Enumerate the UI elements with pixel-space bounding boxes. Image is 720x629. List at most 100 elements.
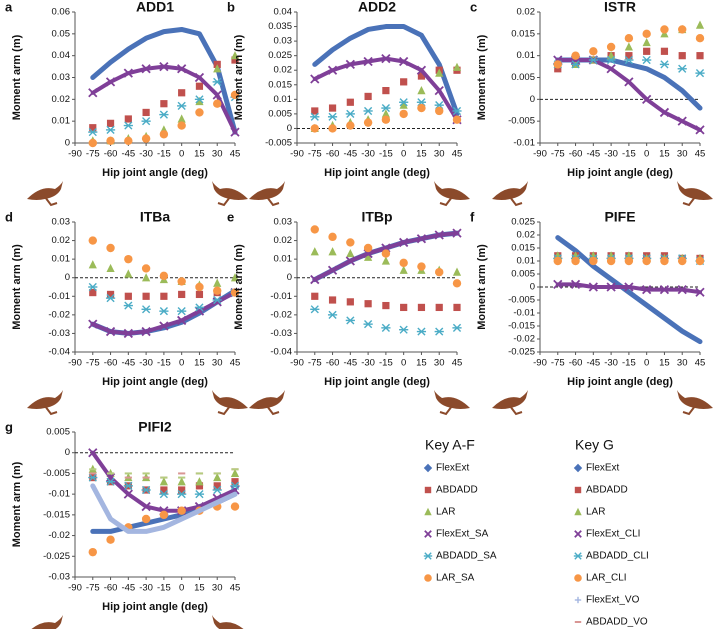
marker-stroke (123, 68, 133, 78)
x-tick-label: -60 (569, 149, 583, 160)
x-tick-label: 0 (179, 358, 184, 369)
marker-shape (124, 254, 133, 264)
data-point (364, 252, 373, 261)
data-point (141, 485, 151, 495)
bird-icon (492, 390, 528, 416)
marker-shape (311, 107, 319, 115)
y-tick-label: 0.035 (268, 21, 292, 32)
y-tick-label: 0.06 (52, 7, 71, 18)
data-point (364, 300, 372, 308)
y-tick-label: 0.05 (52, 28, 71, 39)
x-tick-label: -15 (379, 149, 393, 160)
y-tick-label: -0.01 (48, 291, 70, 302)
x-tick-label: -30 (139, 358, 153, 369)
x-tick-label: -45 (121, 358, 135, 369)
y-axis-label: Moment arm (m) (476, 34, 488, 120)
legend-label: LAR_CLI (586, 573, 627, 584)
data-point (89, 124, 97, 132)
data-point (624, 55, 634, 65)
marker-stroke (177, 315, 187, 326)
data-point (695, 256, 705, 266)
marker-stroke (677, 284, 687, 295)
data-point (346, 298, 354, 306)
x-tick-label: 15 (659, 358, 670, 369)
data-point (160, 486, 168, 494)
data-point (417, 262, 426, 271)
marker-stroke (105, 472, 116, 483)
legend-label: LAR (436, 507, 455, 518)
marker-shape (435, 267, 444, 277)
y-tick-label: -0.005 (43, 468, 70, 479)
marker-shape (423, 463, 433, 473)
data-point (141, 117, 151, 126)
y-tick-label: -0.03 (48, 328, 70, 339)
marker-shape (106, 290, 115, 299)
data-point (178, 290, 186, 299)
marker-shape (606, 256, 616, 266)
marker-shape (177, 121, 186, 130)
y-tick-label: -0.01 (513, 308, 535, 319)
marker-shape (159, 271, 169, 281)
data-point (123, 121, 133, 130)
data-point (381, 249, 391, 258)
legend-label: FlexExt_VO (586, 595, 640, 606)
data-point (363, 118, 373, 127)
marker-shape (424, 507, 432, 516)
y-tick-label: 0.01 (52, 116, 71, 127)
data-point (435, 267, 444, 277)
marker-shape (417, 303, 426, 312)
data-point (381, 109, 390, 118)
x-tick-label: 15 (194, 358, 205, 369)
legend-marker (573, 552, 583, 560)
y-tick-label: 0.02 (517, 7, 536, 18)
x-tick-label: -60 (104, 358, 118, 369)
data-point (88, 88, 98, 98)
marker-stroke (159, 321, 169, 331)
series-line (90, 26, 238, 135)
x-tick-label: -60 (104, 583, 118, 594)
y-tick-label: 0 (287, 272, 292, 283)
legend-marker (574, 507, 582, 516)
data-point (677, 116, 687, 126)
marker-stroke (363, 56, 373, 67)
y-tick-label: 0.03 (52, 217, 71, 228)
marker-shape (310, 124, 319, 133)
y-tick-label: -0.03 (48, 572, 70, 583)
data-point (231, 56, 239, 64)
marker-shape (642, 29, 651, 39)
y-tick-label: 0 (287, 123, 292, 134)
data-point (416, 327, 427, 336)
bird-shape (492, 181, 528, 200)
x-tick-label: 45 (452, 149, 463, 160)
data-point (310, 274, 320, 285)
x-axis-label: Hip joint angle (deg) (324, 376, 430, 388)
data-point (346, 238, 355, 247)
marker-shape (160, 486, 168, 494)
legend-marker (424, 530, 432, 538)
marker-stroke (194, 72, 205, 83)
marker-shape (678, 52, 686, 60)
data-point (310, 74, 320, 84)
marker-shape (399, 100, 408, 109)
y-tick-label: 0.015 (511, 243, 535, 254)
data-point (195, 482, 204, 490)
marker-shape (328, 247, 337, 256)
x-tick-label: -45 (586, 358, 600, 369)
data-point (381, 323, 391, 332)
marker-shape (678, 256, 687, 266)
data-point (177, 101, 187, 110)
data-point (159, 271, 169, 281)
data-point (327, 310, 338, 319)
data-point (416, 65, 427, 75)
data-point (230, 502, 240, 511)
data-point (142, 108, 150, 117)
bird-shape (492, 390, 528, 409)
data-point (141, 326, 151, 337)
data-point (452, 279, 462, 288)
data-point (571, 51, 580, 60)
data-point (695, 125, 705, 135)
marker-stroke (399, 56, 409, 67)
marker-shape (213, 99, 222, 108)
marker-shape (124, 136, 133, 146)
data-point (177, 114, 186, 123)
